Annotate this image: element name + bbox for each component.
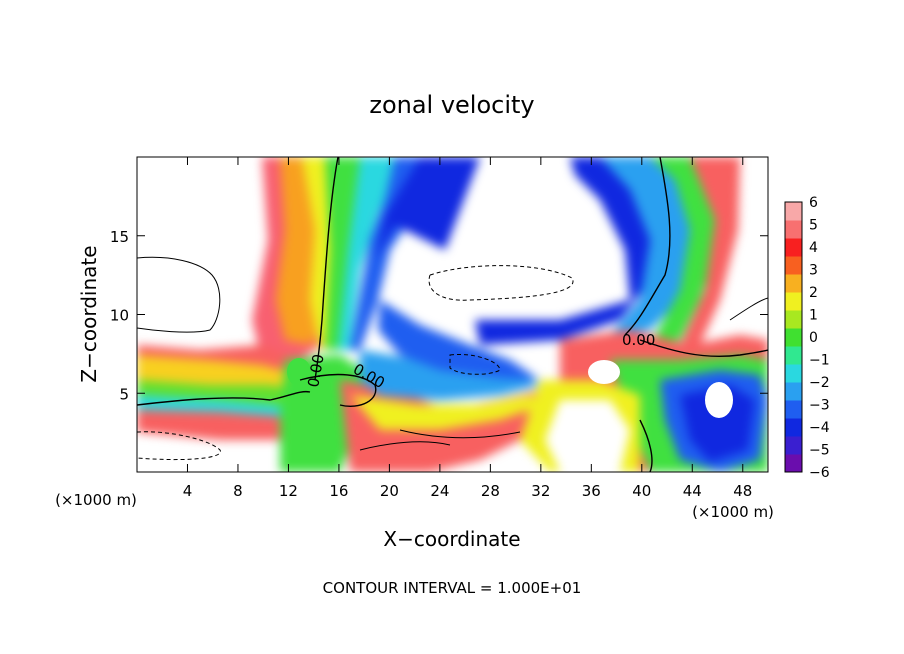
colorbar-swatch xyxy=(785,400,802,419)
colorbar-tick-label: −5 xyxy=(809,443,830,459)
contour-label: 0.00 xyxy=(622,331,655,349)
x-tick-label: 4 xyxy=(183,482,193,500)
x-tick-label: 28 xyxy=(481,482,500,500)
y-tick-label: 5 xyxy=(119,385,129,403)
x-tick-label: 36 xyxy=(582,482,601,500)
colorbar-swatch xyxy=(785,454,802,473)
colorbar-swatch xyxy=(785,382,802,401)
chart-title: zonal velocity xyxy=(369,91,534,119)
x-tick-label: 16 xyxy=(329,482,348,500)
colorbar-tick-label: 2 xyxy=(809,285,818,301)
colorbar-tick-label: −6 xyxy=(809,465,830,481)
colorbar-tick-label: −2 xyxy=(809,375,830,391)
x-tick-label: 8 xyxy=(233,482,243,500)
x-axis-label: X−coordinate xyxy=(383,527,520,551)
colorbar-swatch xyxy=(785,256,802,275)
x-tick-label: 44 xyxy=(683,482,702,500)
colorbar-tick-label: 3 xyxy=(809,263,818,279)
x-tick-label: 48 xyxy=(733,482,752,500)
colorbar-swatch xyxy=(785,328,802,347)
colorbar-tick-label: −4 xyxy=(809,420,830,436)
y-axis: 5 10 15 xyxy=(110,228,768,403)
colorbar-tick-label: 4 xyxy=(809,240,818,256)
colorbar-swatch xyxy=(785,292,802,311)
colorbar-tick-label: 5 xyxy=(809,218,818,234)
colorbar-swatch xyxy=(785,346,802,365)
colorbar-frame xyxy=(784,201,803,473)
colorbar-tick-label: −1 xyxy=(809,353,830,369)
colorbar-swatch xyxy=(785,220,802,239)
y-tick-label: 15 xyxy=(110,228,129,246)
colorbar-swatch xyxy=(785,202,802,221)
colorbar-swatch xyxy=(785,418,802,437)
contour-interval-note: CONTOUR INTERVAL = 1.000E+01 xyxy=(323,579,582,597)
colorbar-swatch xyxy=(785,364,802,383)
y-axis-label: Z−coordinate xyxy=(77,245,101,382)
colorbar-tick-label: 0 xyxy=(809,330,818,346)
x-tick-label: 20 xyxy=(380,482,399,500)
contour-label: 0.00 xyxy=(304,353,328,389)
colorbar-tick-label: 6 xyxy=(809,195,818,211)
x-tick-label: 24 xyxy=(430,482,449,500)
x-unit-left: (×1000 m) xyxy=(55,491,137,509)
colorbar-tick-label: −3 xyxy=(809,398,830,414)
x-tick-label: 40 xyxy=(632,482,651,500)
colorbar xyxy=(784,201,803,473)
plot-area: 0.00 0.00 0.00 xyxy=(137,157,768,472)
colorbar-swatch xyxy=(785,310,802,329)
colorbar-ticks: 6 5 4 3 2 1 0 −1 −2 −3 −4 −5 −6 xyxy=(809,195,830,481)
y-tick-label: 10 xyxy=(110,307,129,325)
x-axis: 4 8 12 16 20 24 28 32 36 40 44 48 xyxy=(183,157,752,500)
colorbar-swatch xyxy=(785,274,802,293)
x-tick-label: 32 xyxy=(531,482,550,500)
colorbar-tick-label: 1 xyxy=(809,308,818,324)
x-tick-label: 12 xyxy=(279,482,298,500)
colorbar-swatch xyxy=(785,436,802,455)
colorbar-swatch xyxy=(785,238,802,257)
x-unit-right: (×1000 m) xyxy=(692,503,774,521)
